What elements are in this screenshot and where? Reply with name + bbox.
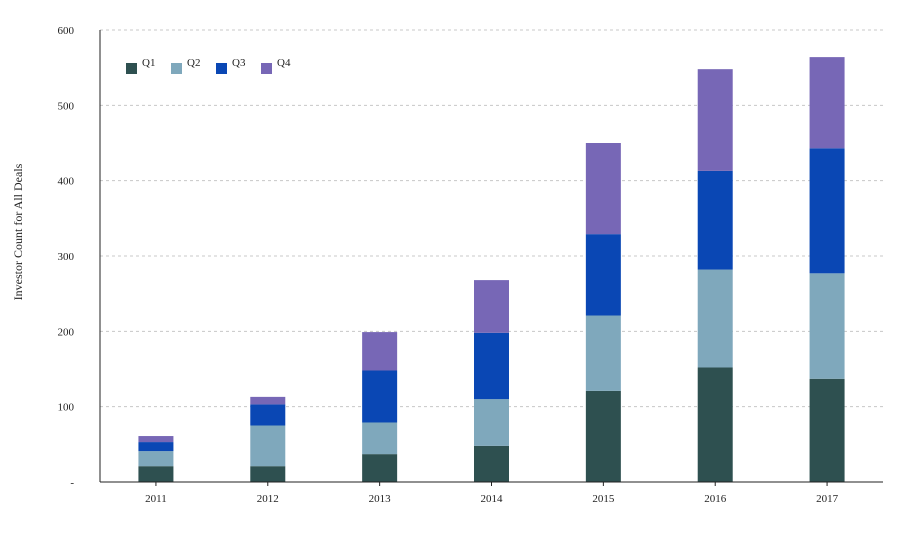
bar-2015-q1 [585,390,621,482]
y-tick-label-600: 600 [58,25,75,37]
x-tick-label-2011: 2011 [145,493,167,505]
bar-2016-q2 [697,269,733,368]
bar-2016-q1 [697,367,733,482]
bar-2012-q4 [250,396,286,405]
bar-stack-2017 [809,57,845,482]
legend-label-q3: Q3 [232,57,246,69]
bar-2013-q4 [362,332,398,371]
x-tick-label-2015: 2015 [592,493,615,505]
bar-2011-q1 [138,466,174,482]
bar-2012-q1 [250,466,286,482]
legend-label-q1: Q1 [142,57,155,69]
y-tick-label-200: 200 [58,326,75,338]
bar-2017-q3 [809,148,845,274]
bar-2015-q3 [585,234,621,316]
bar-2013-q1 [362,454,398,482]
y-tick-label-300: 300 [58,251,75,263]
bar-stack-2011 [138,436,174,482]
legend-swatch-q4 [261,63,272,74]
bar-stack-2016 [697,69,733,482]
x-tick-label-2016: 2016 [704,493,727,505]
bar-2017-q1 [809,378,845,482]
legend: Q1 Q2 Q3 Q4 [126,57,291,74]
legend-item-q2: Q2 [171,57,200,74]
y-axis-ticks: - 100 200 300 400 500 600 [58,25,75,489]
bar-2015-q4 [585,143,621,235]
y-tick-label-0: - [70,477,74,489]
x-tick-label-2013: 2013 [369,493,392,505]
x-tick-label-2014: 2014 [481,493,504,505]
bar-2011-q4 [138,436,174,443]
x-axis-ticks: 2011 2012 2013 2014 2015 2016 2017 [145,482,839,505]
legend-item-q4: Q4 [261,57,291,74]
legend-swatch-q1 [126,63,137,74]
bar-2013-q3 [362,370,398,423]
bar-2017-q4 [809,57,845,149]
bar-2011-q2 [138,451,174,467]
y-tick-label-100: 100 [58,402,75,414]
bar-2016-q4 [697,69,733,171]
x-tick-label-2012: 2012 [257,493,279,505]
bar-2014-q1 [474,445,509,482]
bar-2014-q3 [474,332,509,400]
y-tick-label-400: 400 [58,176,75,188]
bar-2011-q3 [138,442,174,452]
bar-stack-2015 [585,143,621,482]
legend-item-q3: Q3 [216,57,246,74]
legend-item-q1: Q1 [126,57,155,74]
y-tick-label-500: 500 [58,100,75,112]
legend-swatch-q2 [171,63,182,74]
y-axis-title: Investor Count for All Deals [11,163,25,300]
bar-2015-q2 [585,315,621,391]
bar-2012-q2 [250,425,286,467]
bar-2014-q2 [474,399,509,446]
bar-2017-q2 [809,273,845,379]
x-tick-label-2017: 2017 [816,493,839,505]
legend-label-q2: Q2 [187,57,200,69]
legend-swatch-q3 [216,63,227,74]
bar-2012-q3 [250,404,286,426]
bar-stack-2013 [362,332,398,482]
bar-2014-q4 [474,280,509,333]
bar-2013-q2 [362,422,398,455]
legend-label-q4: Q4 [277,57,291,69]
bar-stack-2012 [250,396,286,482]
bar-stack-2014 [474,280,509,482]
bar-2016-q3 [697,170,733,270]
bar-stacks [138,57,845,482]
